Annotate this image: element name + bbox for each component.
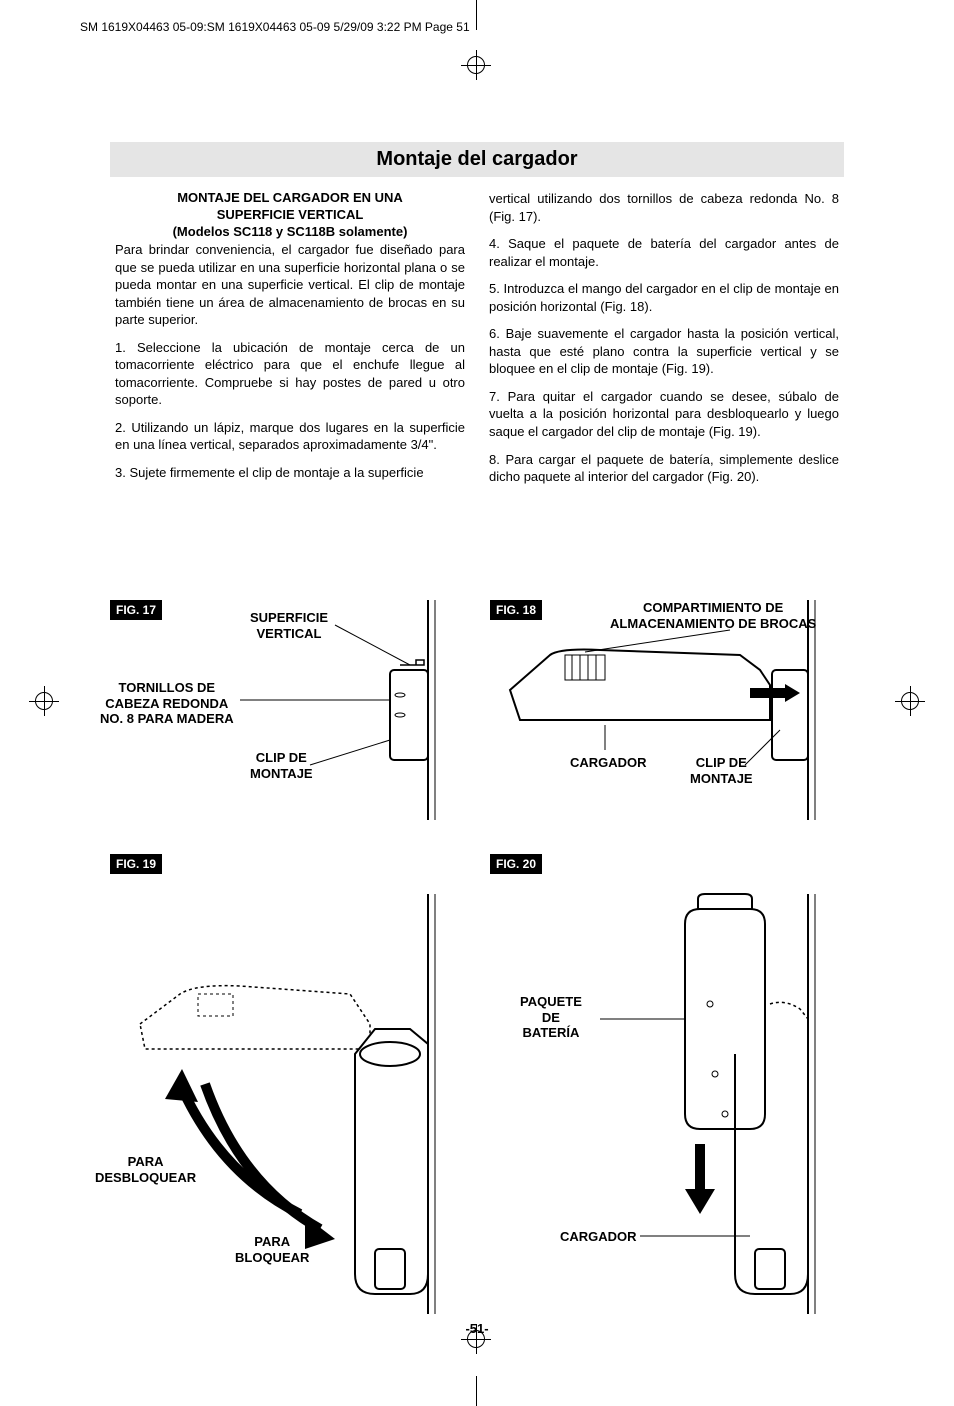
figure-19: FIG. 19 PARA DESBLOQUEAR PARA BLOQUEAR [110,854,470,1314]
crop-mark [35,692,53,710]
heading: SUPERFICIE VERTICAL [115,207,465,222]
paragraph: 4. Saque el paquete de batería del carga… [489,235,839,270]
body-text: MONTAJE DEL CARGADOR EN UNA SUPERFICIE V… [115,190,839,496]
print-header: SM 1619X04463 05-09:SM 1619X04463 05-09 … [80,20,470,34]
figure-18: FIG. 18 COMPARTIMIENTO DE ALMACENAMIENTO… [490,600,850,820]
heading: MONTAJE DEL CARGADOR EN UNA [115,190,465,205]
figure-20: FIG. 20 PAQUETE DE BATERÍA CARGADOR [490,854,850,1314]
figure-17: FIG. 17 SUPERFICIE VERTICAL TORNILLOS DE… [110,600,470,820]
paragraph: 8. Para cargar el paquete de batería, si… [489,451,839,486]
diagram-icon [110,600,470,820]
diagram-icon [110,854,470,1314]
paragraph: 3. Sujete firmemente el clip de montaje … [115,464,465,482]
left-column: MONTAJE DEL CARGADOR EN UNA SUPERFICIE V… [115,190,465,496]
paragraph: 6. Baje suavemente el cargador hasta la … [489,325,839,378]
diagram-icon [490,854,850,1314]
paragraph: 5. Introduzca el mango del cargador en e… [489,280,839,315]
crop-mark [476,1376,477,1406]
paragraph: Para brindar conveniencia, el cargador f… [115,241,465,329]
crop-mark [901,692,919,710]
crop-mark [476,0,477,30]
crop-mark [467,56,485,74]
paragraph: 7. Para quitar el cargador cuando se des… [489,388,839,441]
paragraph: vertical utilizando dos tornillos de cab… [489,190,839,225]
diagram-icon [490,600,850,820]
paragraph: 1. Seleccione la ubicación de montaje ce… [115,339,465,409]
heading: (Modelos SC118 y SC118B solamente) [115,224,465,239]
paragraph: 2. Utilizando un lápiz, marque dos lugar… [115,419,465,454]
page-title: Montaje del cargador [110,142,844,177]
page-number: -51- [0,1321,954,1336]
right-column: vertical utilizando dos tornillos de cab… [489,190,839,496]
